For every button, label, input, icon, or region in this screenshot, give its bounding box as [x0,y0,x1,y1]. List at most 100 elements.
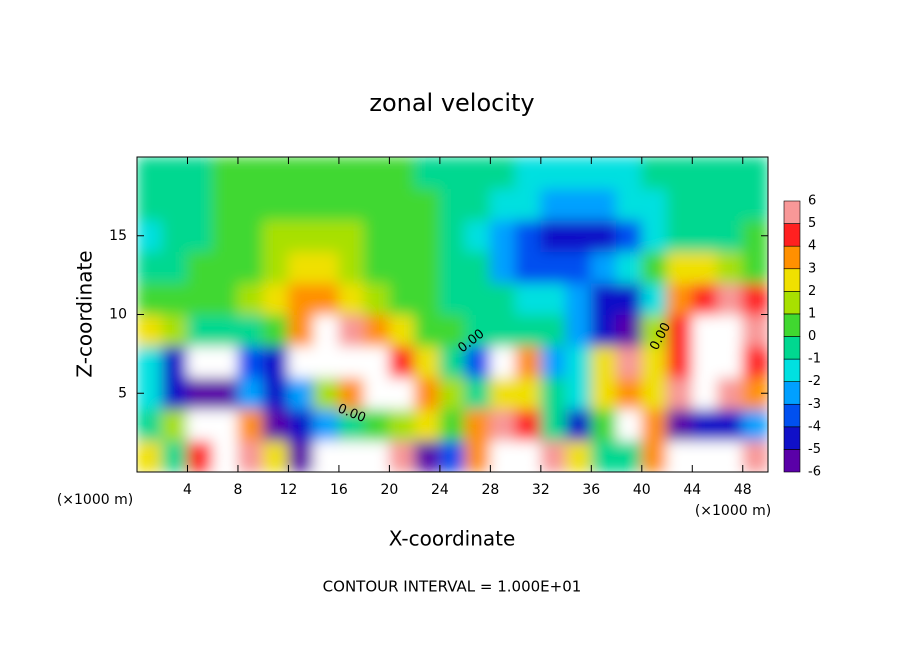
colorbar-swatch [783,245,801,270]
heat-cell [212,377,239,410]
heat-cell [161,251,188,284]
heat-cell [313,408,340,441]
colorbar-swatch [783,449,801,473]
heat-cell [414,157,441,189]
colorbar-label: -4 [808,419,821,434]
heat-cell [439,251,466,284]
heat-cell [388,188,416,221]
heat-cell [186,188,214,221]
heat-cell [616,314,643,347]
heat-cell [641,188,668,221]
heat-cell [137,440,163,472]
heat-cell [489,219,517,252]
heat-cell [565,408,592,441]
heat-cell [666,219,693,252]
heat-cell [616,440,643,472]
heat-cell [363,188,390,221]
heat-cell [515,440,542,472]
heat-cell [742,157,768,189]
heat-cell [540,188,567,221]
heat-cell [186,408,214,441]
heat-cell [363,157,390,189]
heat-cell [388,219,416,252]
heat-cell [414,314,441,347]
heat-cell [464,251,491,284]
heat-cell [338,157,365,189]
heat-cell [338,408,365,441]
heat-cell [388,251,416,284]
heat-cell [515,377,542,410]
heat-cell [590,157,618,189]
colorbar-label: -3 [808,397,821,412]
heat-cell [237,251,264,284]
heat-cell [666,314,693,347]
heat-cell [616,377,643,410]
heat-cell [540,282,567,315]
x-tick-label: 44 [683,482,701,498]
heat-cell [363,408,390,441]
heat-cell [186,157,214,189]
heat-cell [691,377,719,410]
chart-title: zonal velocity [369,89,534,117]
heat-cell [742,408,768,441]
heat-cell [691,157,719,189]
heat-cell [161,314,188,347]
heat-cell [287,282,315,315]
heat-cell [489,157,517,189]
heat-cell [414,219,441,252]
colorbar-swatch [783,200,801,224]
heat-cell [439,157,466,189]
heat-cell [287,440,315,472]
heat-cell [388,377,416,410]
heat-cell [363,314,390,347]
heat-cell [237,314,264,347]
heat-cell [641,440,668,472]
colorbar-label: -5 [808,442,821,457]
heat-cell [237,188,264,221]
heat-cell [439,377,466,410]
heat-cell [439,282,466,315]
heat-cell [388,314,416,347]
heat-cell [742,345,768,378]
heat-cell [186,251,214,284]
heat-cell [666,377,693,410]
heat-cell [540,408,567,441]
heat-cell [489,345,517,378]
heat-cell [313,157,340,189]
heat-cell [338,377,365,410]
heat-cell [641,408,668,441]
heat-cell [590,282,618,315]
heat-cell [464,408,491,441]
heat-cell [515,345,542,378]
heat-cell [666,188,693,221]
heat-cell [212,219,239,252]
heat-cell [515,282,542,315]
heat-cell [590,345,618,378]
x-tick-label: 32 [532,482,550,498]
heat-cell [515,157,542,189]
heat-cell [540,440,567,472]
colorbar-label: -1 [808,352,821,367]
heat-cell [717,157,744,189]
heat-cell [565,345,592,378]
heat-cell [464,219,491,252]
heat-cell [464,440,491,472]
heat-cell [641,251,668,284]
heat-cell [691,188,719,221]
heat-cell [313,282,340,315]
heat-cell [186,377,214,410]
heat-cell [363,440,390,472]
heat-cell [212,345,239,378]
heat-cell [439,219,466,252]
colorbar-label: 4 [808,239,816,254]
heat-cell [313,188,340,221]
heat-cell [414,282,441,315]
heat-cell [565,440,592,472]
x-tick-label: 4 [183,482,192,498]
y-tick-label: 15 [109,228,127,244]
heat-cell [590,188,618,221]
heat-cell [212,251,239,284]
heat-cell [515,314,542,347]
heat-cell [212,314,239,347]
heat-cell [691,440,719,472]
